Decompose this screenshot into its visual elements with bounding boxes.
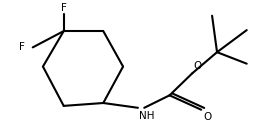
Text: NH: NH	[139, 111, 155, 121]
Text: F: F	[61, 3, 67, 13]
Text: O: O	[204, 112, 212, 122]
Text: O: O	[194, 61, 202, 71]
Text: F: F	[19, 42, 25, 52]
